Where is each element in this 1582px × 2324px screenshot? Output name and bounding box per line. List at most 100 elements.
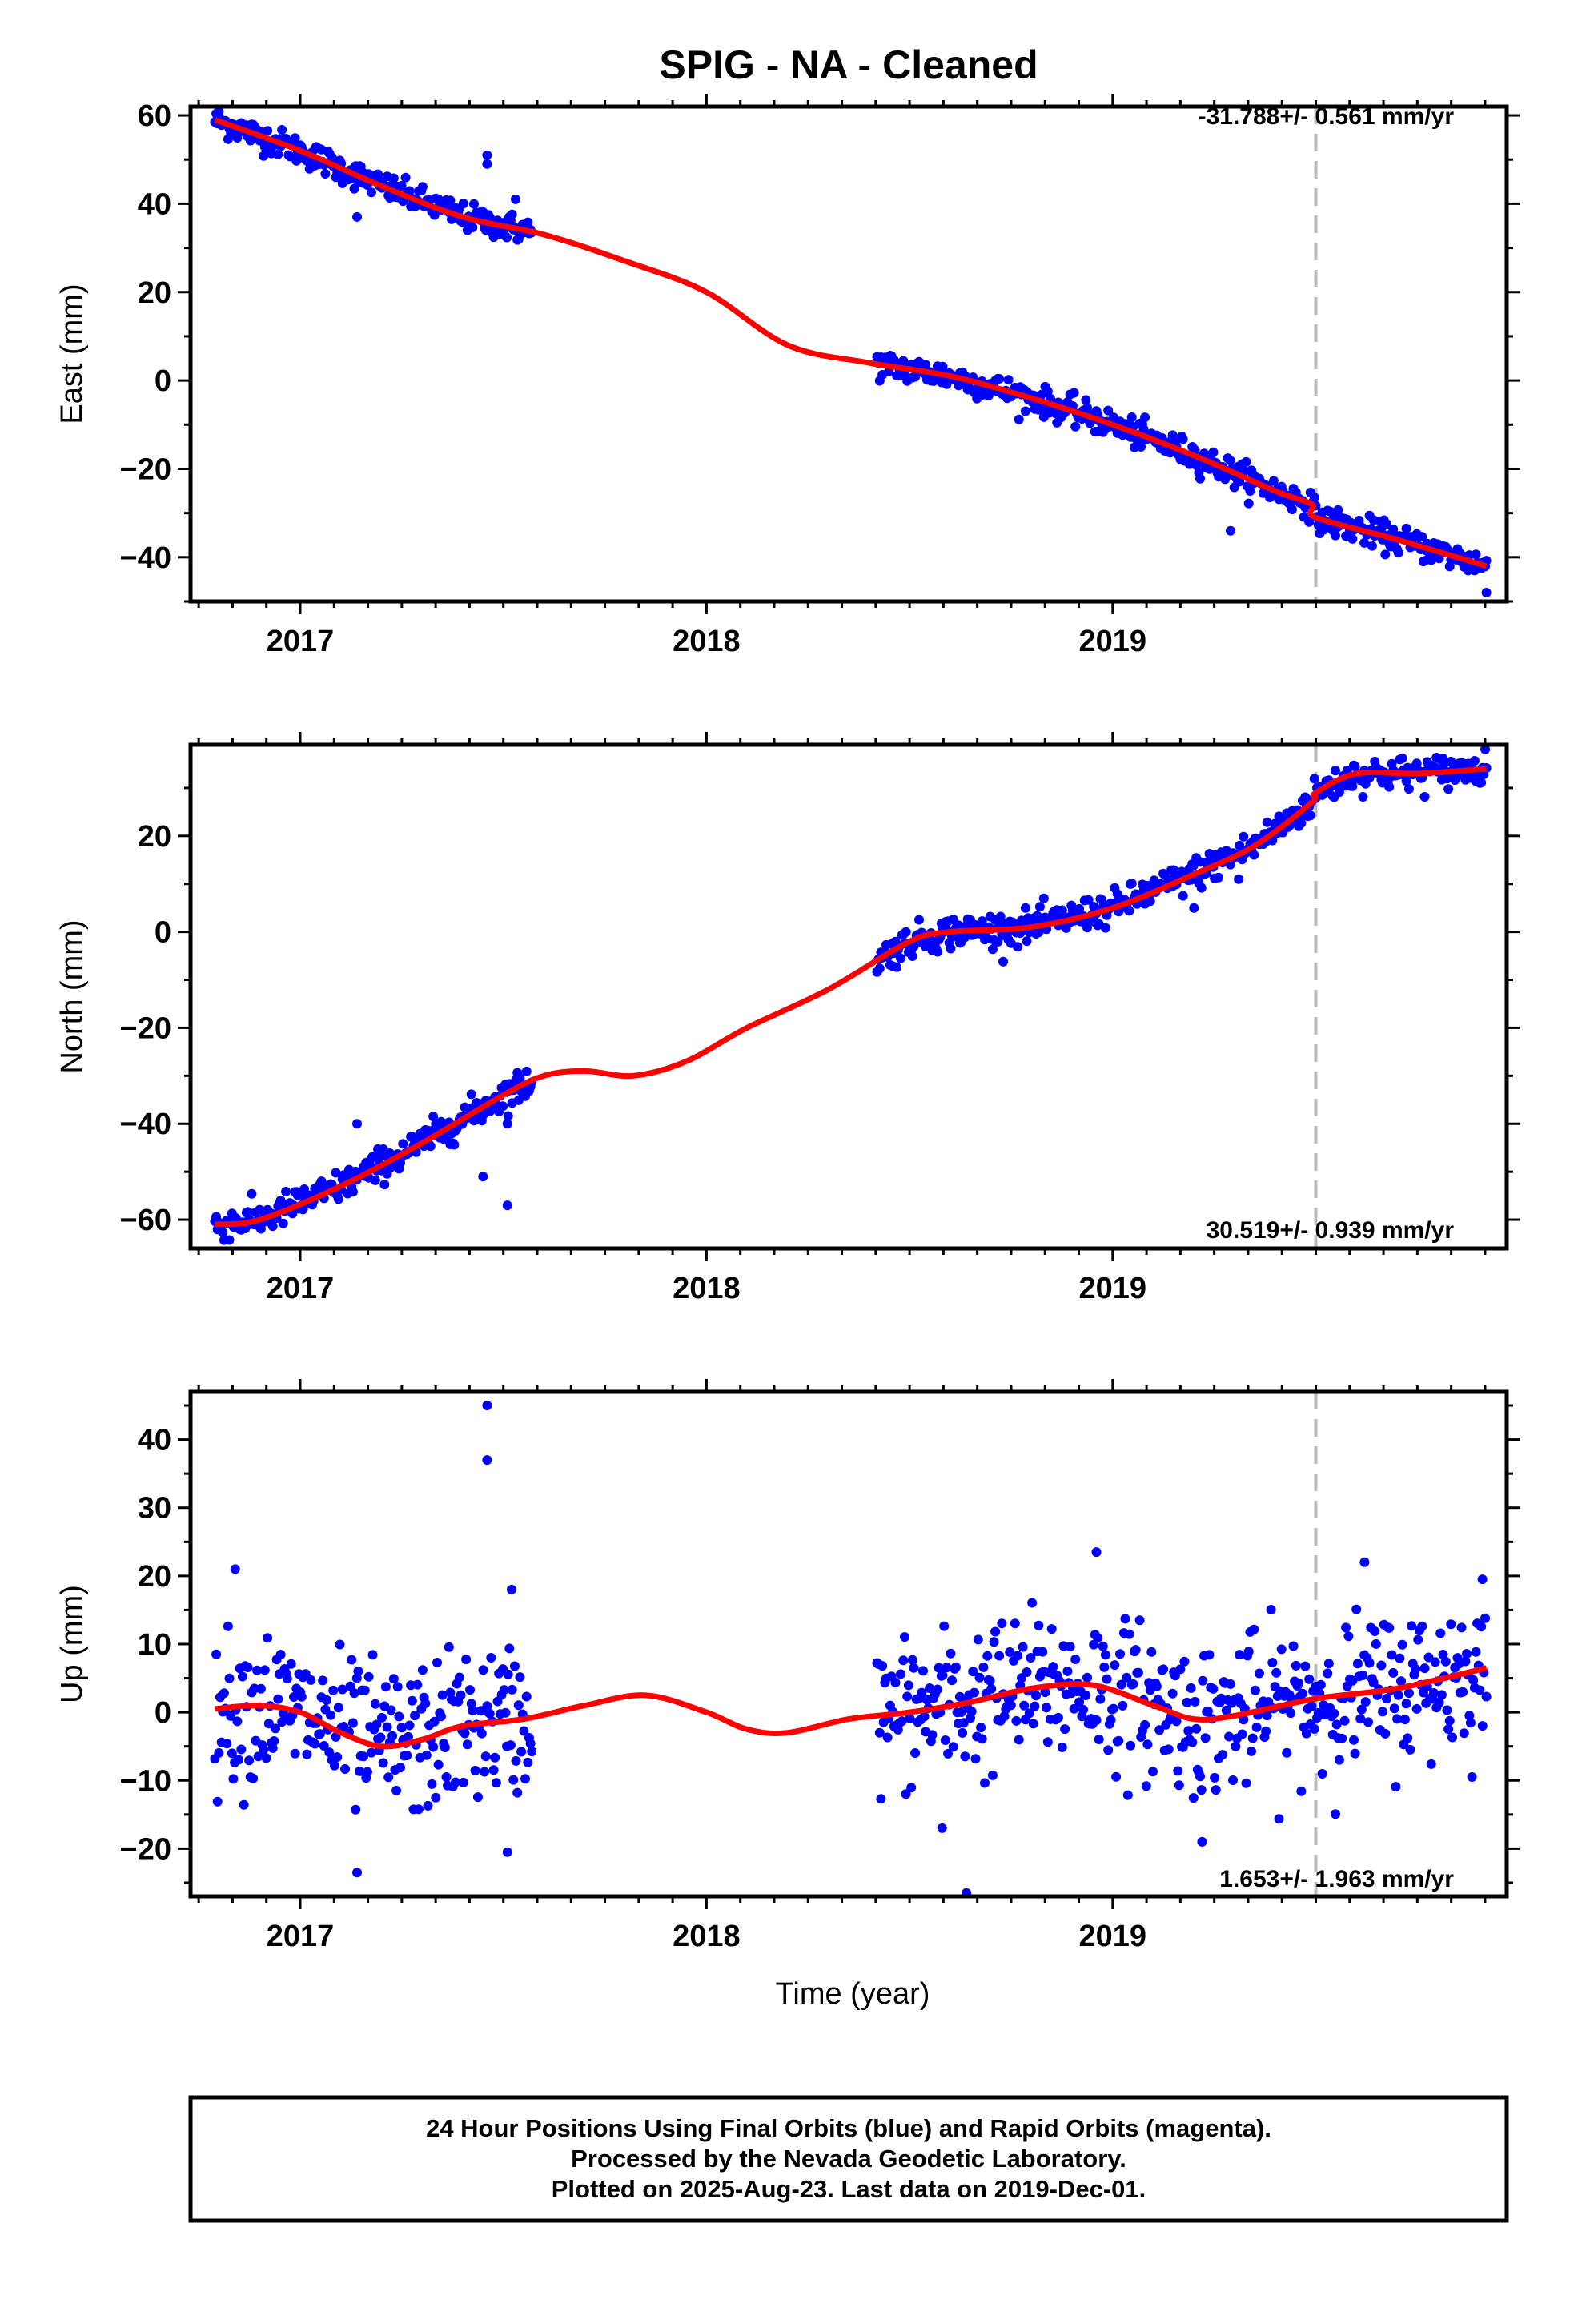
data-point <box>896 953 905 963</box>
data-point <box>946 1648 956 1659</box>
data-point <box>1300 1661 1311 1671</box>
data-point <box>1347 533 1358 544</box>
data-point <box>243 1663 253 1672</box>
north-panel: −60 −40 −20 0 20 2017 2018 2019 North (mm) 30.519… <box>55 732 1520 1305</box>
data-point <box>876 1794 886 1804</box>
data-point <box>1188 1793 1199 1803</box>
data-point <box>237 1671 247 1682</box>
data-point <box>1020 406 1030 416</box>
data-point <box>958 1727 968 1738</box>
data-point <box>1032 911 1042 921</box>
outlier-point <box>962 1888 972 1896</box>
data-point <box>1022 1667 1032 1677</box>
data-point <box>1019 1700 1030 1711</box>
data-point <box>1208 447 1219 457</box>
data-point <box>1095 1694 1106 1704</box>
data-point <box>263 126 273 136</box>
data-point <box>1122 1672 1132 1683</box>
data-point <box>290 133 300 143</box>
y-tick-label: −20 <box>120 452 171 486</box>
data-point <box>1352 1659 1363 1669</box>
data-point <box>1444 1715 1455 1726</box>
data-point <box>490 1752 500 1763</box>
data-point <box>1094 1735 1104 1744</box>
outlier-point <box>1091 1547 1102 1558</box>
data-point <box>400 172 411 183</box>
outlier-point <box>510 194 520 204</box>
data-point <box>396 1723 407 1733</box>
y-tick-label: 40 <box>138 187 171 221</box>
data-point <box>281 1187 291 1196</box>
data-point <box>290 1748 300 1759</box>
data-point <box>273 149 283 159</box>
data-point <box>1476 1622 1487 1632</box>
data-point <box>1235 1650 1245 1660</box>
data-point <box>1351 1604 1362 1614</box>
data-point <box>363 1671 374 1682</box>
x-tick-label: 2019 <box>1079 1272 1147 1305</box>
data-point <box>1057 1742 1067 1752</box>
data-point <box>509 1661 520 1671</box>
x-tick-label: 2017 <box>267 1272 335 1305</box>
data-point <box>521 1066 532 1076</box>
data-point <box>296 1691 307 1702</box>
data-point <box>319 1741 329 1751</box>
data-point <box>1429 1688 1439 1698</box>
data-point <box>1288 1641 1299 1651</box>
data-point <box>1241 1778 1251 1788</box>
data-point <box>1401 523 1411 533</box>
y-tick-label: 20 <box>138 1560 171 1594</box>
data-point <box>986 1683 997 1694</box>
east-panel: −40 −20 0 20 40 60 2017 2018 2019 East (mm) -31.78… <box>55 94 1520 658</box>
data-point <box>1082 1672 1092 1683</box>
data-point <box>388 1674 399 1684</box>
data-point <box>404 186 415 196</box>
data-point <box>1078 1704 1088 1715</box>
y-axis-label: Up (mm) <box>55 1585 89 1703</box>
data-point <box>900 1632 909 1642</box>
data-point <box>994 1651 1005 1661</box>
data-point <box>253 1751 263 1762</box>
data-point <box>882 1732 893 1743</box>
data-point <box>1042 386 1053 396</box>
data-point <box>1446 756 1456 766</box>
data-point <box>478 1665 488 1675</box>
data-point <box>525 1739 536 1749</box>
data-point <box>968 1667 978 1677</box>
data-point <box>417 1665 428 1675</box>
data-point <box>909 1663 919 1673</box>
data-point <box>897 1716 907 1727</box>
data-point <box>219 1688 229 1699</box>
data-point <box>223 1621 233 1631</box>
data-point <box>476 1728 487 1739</box>
data-point <box>1034 1620 1044 1630</box>
data-point <box>1475 1685 1485 1695</box>
data-point <box>371 1719 382 1730</box>
data-point <box>326 1710 335 1720</box>
data-point <box>366 187 376 198</box>
data-point <box>1174 1780 1184 1791</box>
model-fit-line <box>215 1665 1488 1750</box>
plot-frame <box>188 742 1509 1251</box>
data-point <box>1358 1670 1368 1680</box>
data-point <box>429 1716 440 1727</box>
data-point <box>1196 1785 1207 1795</box>
data-point <box>1118 1700 1128 1711</box>
data-point <box>1203 1706 1213 1716</box>
data-point <box>255 1683 266 1694</box>
data-point <box>1367 541 1377 551</box>
data-point <box>1081 395 1091 405</box>
data-point <box>938 1670 948 1680</box>
data-point <box>1191 1723 1202 1734</box>
data-point <box>1028 1719 1038 1729</box>
data-point <box>1282 1747 1292 1758</box>
data-point <box>1359 537 1370 548</box>
data-point <box>1065 1642 1075 1652</box>
data-point <box>347 1655 357 1665</box>
data-point <box>507 209 517 219</box>
data-point <box>267 1221 278 1232</box>
data-point <box>1186 1683 1196 1693</box>
data-point <box>396 1763 405 1773</box>
data-point <box>917 1687 927 1698</box>
y-tick-label: 0 <box>155 916 171 950</box>
